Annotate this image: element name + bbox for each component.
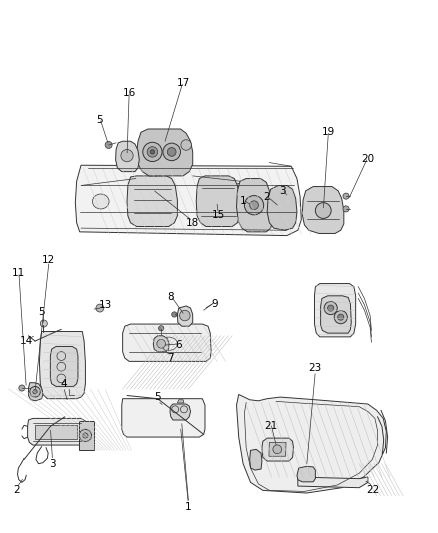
Text: 11: 11 xyxy=(12,268,25,278)
Circle shape xyxy=(79,429,92,442)
Text: 13: 13 xyxy=(99,300,112,310)
Circle shape xyxy=(83,433,88,438)
Text: 1: 1 xyxy=(185,503,192,512)
Circle shape xyxy=(143,142,162,161)
Polygon shape xyxy=(177,306,193,326)
Polygon shape xyxy=(297,466,315,482)
Polygon shape xyxy=(35,425,77,439)
Ellipse shape xyxy=(232,183,248,198)
Polygon shape xyxy=(28,383,43,401)
Polygon shape xyxy=(39,332,85,399)
Circle shape xyxy=(167,148,176,156)
Text: 3: 3 xyxy=(49,459,56,469)
Circle shape xyxy=(328,305,334,311)
Text: 12: 12 xyxy=(42,255,55,265)
Circle shape xyxy=(273,445,282,454)
Circle shape xyxy=(30,386,40,397)
Polygon shape xyxy=(150,169,157,176)
Circle shape xyxy=(163,143,180,160)
Text: 17: 17 xyxy=(177,78,190,87)
Circle shape xyxy=(343,193,349,199)
Polygon shape xyxy=(321,296,351,333)
Polygon shape xyxy=(196,176,240,227)
Polygon shape xyxy=(262,438,293,461)
Polygon shape xyxy=(137,129,193,176)
Circle shape xyxy=(244,196,264,215)
Text: 3: 3 xyxy=(279,186,286,196)
Circle shape xyxy=(96,304,104,312)
Text: 15: 15 xyxy=(212,210,225,220)
Polygon shape xyxy=(237,179,272,232)
Text: 8: 8 xyxy=(167,293,174,302)
Circle shape xyxy=(338,314,344,320)
Circle shape xyxy=(334,311,347,324)
Circle shape xyxy=(121,149,133,162)
Polygon shape xyxy=(123,324,211,361)
Polygon shape xyxy=(50,346,78,386)
Polygon shape xyxy=(127,176,177,227)
Polygon shape xyxy=(28,418,88,445)
Circle shape xyxy=(180,310,190,321)
Circle shape xyxy=(181,140,191,150)
Circle shape xyxy=(33,390,37,394)
Polygon shape xyxy=(314,284,356,337)
Polygon shape xyxy=(177,400,184,403)
Text: 2: 2 xyxy=(263,192,270,202)
Polygon shape xyxy=(250,449,262,470)
Polygon shape xyxy=(298,477,368,488)
Text: 4: 4 xyxy=(60,379,67,389)
Text: 18: 18 xyxy=(186,218,199,228)
Ellipse shape xyxy=(152,187,170,203)
Polygon shape xyxy=(237,394,386,493)
Circle shape xyxy=(343,206,349,212)
Polygon shape xyxy=(79,421,94,450)
Text: 5: 5 xyxy=(96,115,103,125)
Ellipse shape xyxy=(160,337,177,351)
Text: 9: 9 xyxy=(211,299,218,309)
Circle shape xyxy=(159,326,164,331)
Text: 7: 7 xyxy=(166,353,173,363)
Circle shape xyxy=(19,385,25,391)
Polygon shape xyxy=(122,399,205,437)
Text: 14: 14 xyxy=(20,336,33,346)
Polygon shape xyxy=(153,336,169,352)
Text: 5: 5 xyxy=(154,392,161,402)
Circle shape xyxy=(147,147,158,157)
Polygon shape xyxy=(116,141,139,172)
Text: 19: 19 xyxy=(322,127,335,137)
Polygon shape xyxy=(75,165,301,236)
Polygon shape xyxy=(170,404,191,420)
Text: 21: 21 xyxy=(264,422,277,431)
Text: 23: 23 xyxy=(309,363,322,373)
Text: 20: 20 xyxy=(361,154,374,164)
Circle shape xyxy=(250,201,258,209)
Circle shape xyxy=(315,203,331,219)
Text: 22: 22 xyxy=(367,486,380,495)
Polygon shape xyxy=(302,187,344,233)
Circle shape xyxy=(150,150,155,154)
Text: 16: 16 xyxy=(123,88,136,98)
Circle shape xyxy=(105,141,112,149)
Polygon shape xyxy=(269,442,286,456)
Circle shape xyxy=(324,302,337,314)
Circle shape xyxy=(157,340,166,348)
Circle shape xyxy=(40,320,47,327)
Circle shape xyxy=(172,312,177,317)
Polygon shape xyxy=(267,185,297,230)
Text: 1: 1 xyxy=(239,197,246,206)
Text: 2: 2 xyxy=(13,486,20,495)
Text: 6: 6 xyxy=(175,341,182,350)
Ellipse shape xyxy=(92,194,109,209)
Text: 5: 5 xyxy=(38,307,45,317)
